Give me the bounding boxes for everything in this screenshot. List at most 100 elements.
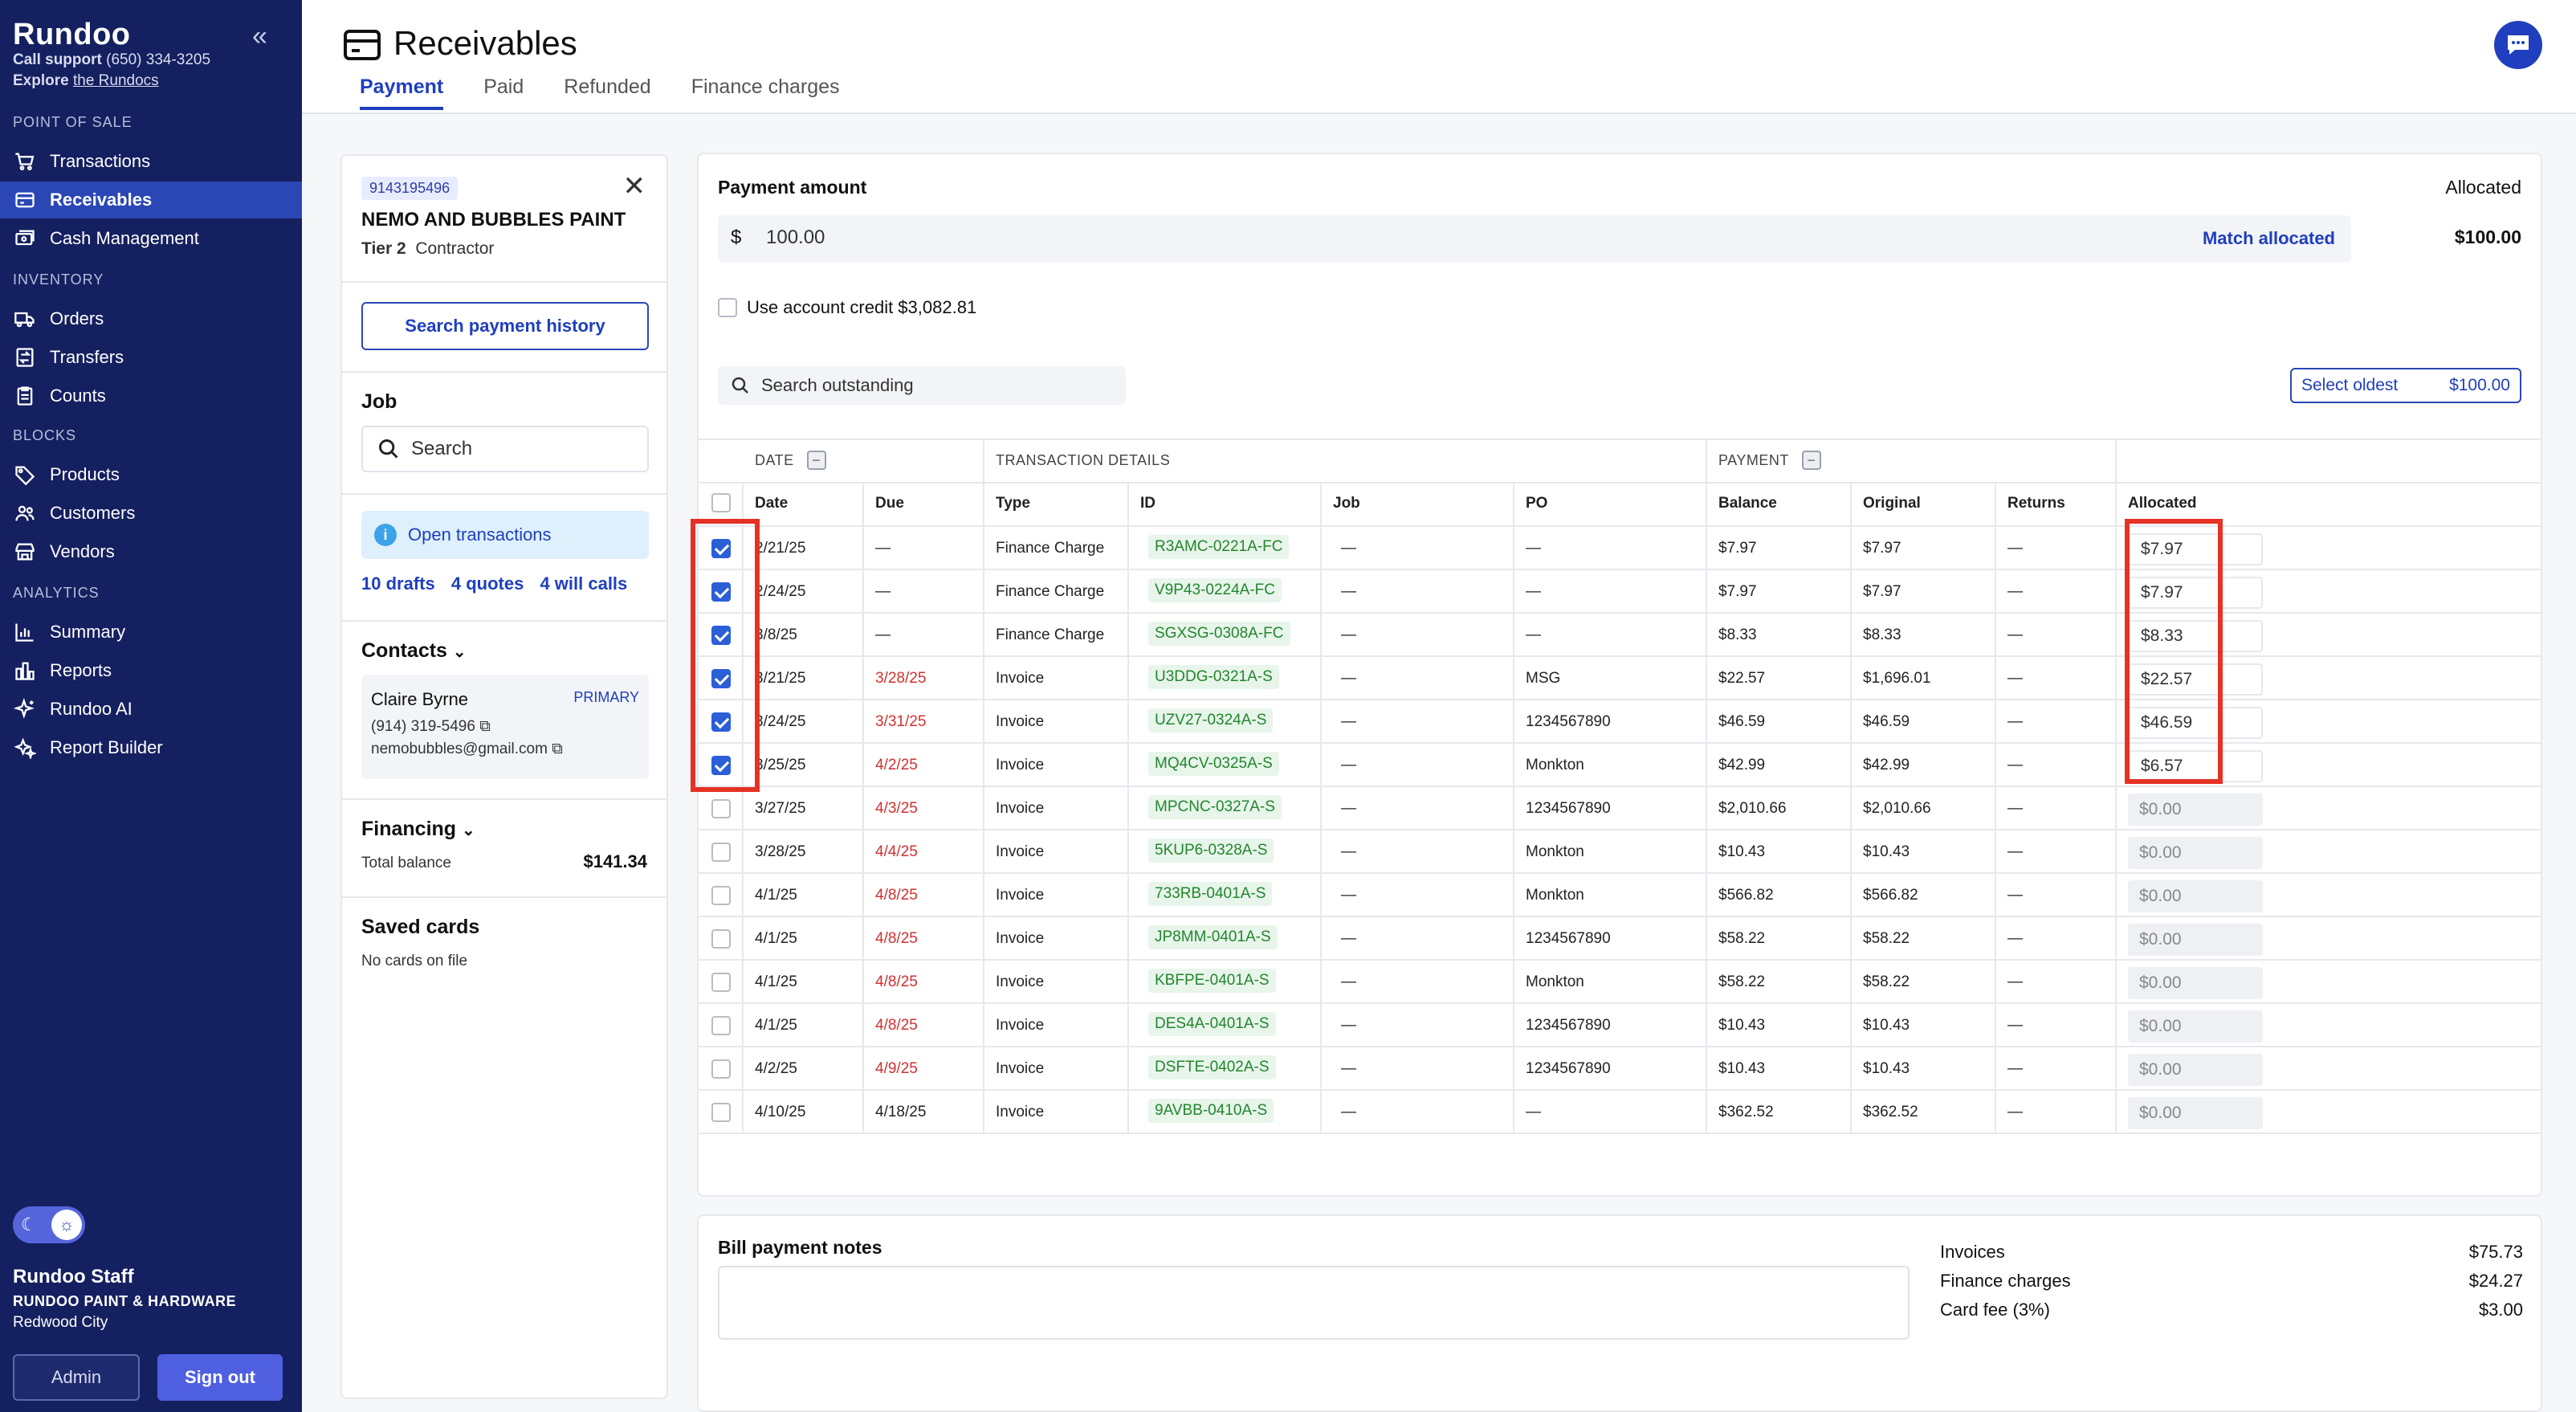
row-checkbox[interactable] <box>711 973 731 992</box>
allocated-input[interactable]: $0.00 <box>2128 967 2263 999</box>
match-allocated-button[interactable]: Match allocated <box>2202 228 2335 248</box>
allocated-input[interactable]: $22.57 <box>2128 663 2263 696</box>
search-payment-history-button[interactable]: Search payment history <box>361 302 649 350</box>
row-checkbox[interactable] <box>711 1103 731 1122</box>
drafts-link[interactable]: 10 drafts <box>361 573 435 594</box>
col-allocated[interactable]: Allocated <box>2128 495 2197 512</box>
col-id[interactable]: ID <box>1140 495 1156 512</box>
sidebar-item-summary[interactable]: Summary <box>0 614 302 651</box>
cell-id[interactable]: 9AVBB-0410A-S <box>1148 1099 1274 1123</box>
job-search-input[interactable]: Search <box>361 426 649 472</box>
tab-payment[interactable]: Payment <box>360 75 444 110</box>
rundocs-link[interactable]: the Rundocs <box>72 72 159 89</box>
cell-id[interactable]: DES4A-0401A-S <box>1148 1012 1276 1036</box>
allocated-input[interactable]: $7.97 <box>2128 577 2263 609</box>
row-checkbox[interactable] <box>711 756 731 775</box>
col-returns[interactable]: Returns <box>2007 495 2065 512</box>
table-row[interactable]: 4/2/25 4/9/25 Invoice DSFTE-0402A-S — 1234567… <box>699 1047 2541 1091</box>
allocated-input[interactable]: $0.00 <box>2128 924 2263 956</box>
sidebar-item-report-builder[interactable]: Report Builder <box>0 729 302 766</box>
cell-id[interactable]: V9P43-0224A-FC <box>1148 578 1282 602</box>
cell-id[interactable]: U3DDG-0321A-S <box>1148 665 1279 689</box>
open-transactions-banner[interactable]: i Open transactions <box>361 511 649 559</box>
sidebar-item-vendors[interactable]: Vendors <box>0 533 302 570</box>
sidebar-item-transfers[interactable]: Transfers <box>0 339 302 376</box>
allocated-input[interactable]: $0.00 <box>2128 837 2263 869</box>
cell-id[interactable]: MQ4CV-0325A-S <box>1148 752 1279 776</box>
cell-id[interactable]: KBFPE-0401A-S <box>1148 969 1276 993</box>
row-checkbox[interactable] <box>711 929 731 949</box>
table-row[interactable]: 4/1/25 4/8/25 Invoice KBFPE-0401A-S — Monkton… <box>699 961 2541 1004</box>
row-checkbox[interactable] <box>711 669 731 688</box>
col-date[interactable]: Date <box>755 495 789 512</box>
collapse-payment-icon[interactable]: − <box>1801 451 1821 470</box>
search-outstanding-input[interactable]: Search outstanding <box>718 366 1126 405</box>
cell-id[interactable]: MPCNC-0327A-S <box>1148 795 1282 819</box>
account-credit-checkbox[interactable] <box>718 298 737 317</box>
tab-finance-charges[interactable]: Finance charges <box>691 75 840 98</box>
table-row[interactable]: 3/8/25 — Finance Charge SGXSG-0308A-FC — — $8.… <box>699 614 2541 657</box>
allocated-input[interactable]: $0.00 <box>2128 1054 2263 1086</box>
tab-paid[interactable]: Paid <box>483 75 524 98</box>
cell-id[interactable]: 5KUP6-0328A-S <box>1148 839 1274 863</box>
table-row[interactable]: 4/1/25 4/8/25 Invoice JP8MM-0401A-S — 1234567… <box>699 917 2541 961</box>
contacts-toggle[interactable]: Contacts ⌄ <box>361 639 467 663</box>
copy-email-icon[interactable]: ⧉ <box>552 741 563 757</box>
allocated-input[interactable]: $0.00 <box>2128 880 2263 912</box>
table-row[interactable]: 4/10/25 4/18/25 Invoice 9AVBB-0410A-S — — $362… <box>699 1091 2541 1134</box>
row-checkbox[interactable] <box>711 582 731 602</box>
col-balance[interactable]: Balance <box>1718 495 1777 512</box>
copy-phone-icon[interactable]: ⧉ <box>479 718 491 735</box>
table-row[interactable]: 3/28/25 4/4/25 Invoice 5KUP6-0328A-S — Monkto… <box>699 830 2541 874</box>
collapse-date-icon[interactable]: − <box>806 451 826 470</box>
sidebar-item-transactions[interactable]: Transactions <box>0 143 302 180</box>
allocated-input[interactable]: $0.00 <box>2128 794 2263 826</box>
allocated-input[interactable]: $7.97 <box>2128 533 2263 565</box>
tab-refunded[interactable]: Refunded <box>564 75 651 98</box>
table-row[interactable]: 3/21/25 3/28/25 Invoice U3DDG-0321A-S — MSG $2… <box>699 657 2541 700</box>
cell-id[interactable]: 733RB-0401A-S <box>1148 882 1273 906</box>
sidebar-item-reports[interactable]: Reports <box>0 652 302 689</box>
cell-id[interactable]: SGXSG-0308A-FC <box>1148 622 1290 646</box>
table-row[interactable]: 3/25/25 4/2/25 Invoice MQ4CV-0325A-S — Monkto… <box>699 744 2541 787</box>
row-checkbox[interactable] <box>711 799 731 818</box>
sidebar-item-orders[interactable]: Orders <box>0 300 302 337</box>
col-original[interactable]: Original <box>1863 495 1921 512</box>
row-checkbox[interactable] <box>711 843 731 862</box>
sidebar-item-products[interactable]: Products <box>0 456 302 493</box>
cell-id[interactable]: R3AMC-0221A-FC <box>1148 535 1290 559</box>
financing-toggle[interactable]: Financing ⌄ <box>361 818 475 841</box>
allocated-input[interactable]: $8.33 <box>2128 620 2263 652</box>
cell-id[interactable]: UZV27-0324A-S <box>1148 708 1274 733</box>
allocated-input[interactable]: $0.00 <box>2128 1097 2263 1129</box>
table-row[interactable]: 3/24/25 3/31/25 Invoice UZV27-0324A-S — 12345… <box>699 700 2541 744</box>
theme-toggle[interactable]: ☾ ☼ <box>13 1206 85 1243</box>
quotes-link[interactable]: 4 quotes <box>450 573 524 594</box>
table-row[interactable]: 4/1/25 4/8/25 Invoice 733RB-0401A-S — Monkton… <box>699 874 2541 917</box>
col-job[interactable]: Job <box>1333 495 1360 512</box>
admin-button[interactable]: Admin <box>13 1354 140 1401</box>
sign-out-button[interactable]: Sign out <box>157 1354 283 1401</box>
cell-id[interactable]: JP8MM-0401A-S <box>1148 925 1278 949</box>
allocated-input[interactable]: $0.00 <box>2128 1010 2263 1043</box>
col-type[interactable]: Type <box>996 495 1030 512</box>
will-calls-link[interactable]: 4 will calls <box>540 573 628 594</box>
sidebar-item-counts[interactable]: Counts <box>0 377 302 414</box>
account-credit-option[interactable]: Use account credit $3,082.81 <box>718 297 976 318</box>
row-checkbox[interactable] <box>711 1059 731 1079</box>
close-icon[interactable]: ✕ <box>622 171 646 202</box>
row-checkbox[interactable] <box>711 539 731 558</box>
row-checkbox[interactable] <box>711 626 731 645</box>
row-checkbox[interactable] <box>711 712 731 732</box>
table-row[interactable]: 2/24/25 — Finance Charge V9P43-0224A-FC — — $7… <box>699 570 2541 614</box>
select-all-checkbox[interactable] <box>711 493 731 512</box>
cell-id[interactable]: DSFTE-0402A-S <box>1148 1055 1276 1079</box>
row-checkbox[interactable] <box>711 1016 731 1035</box>
sidebar-item-cash-management[interactable]: Cash Management <box>0 220 302 257</box>
col-po[interactable]: PO <box>1526 495 1548 512</box>
payment-amount-input[interactable]: $ 100.00 Match allocated <box>718 215 2351 262</box>
allocated-input[interactable]: $6.57 <box>2128 750 2263 782</box>
collapse-sidebar-icon[interactable]: « <box>252 21 267 51</box>
sidebar-item-receivables[interactable]: Receivables <box>0 182 302 218</box>
row-checkbox[interactable] <box>711 886 731 905</box>
